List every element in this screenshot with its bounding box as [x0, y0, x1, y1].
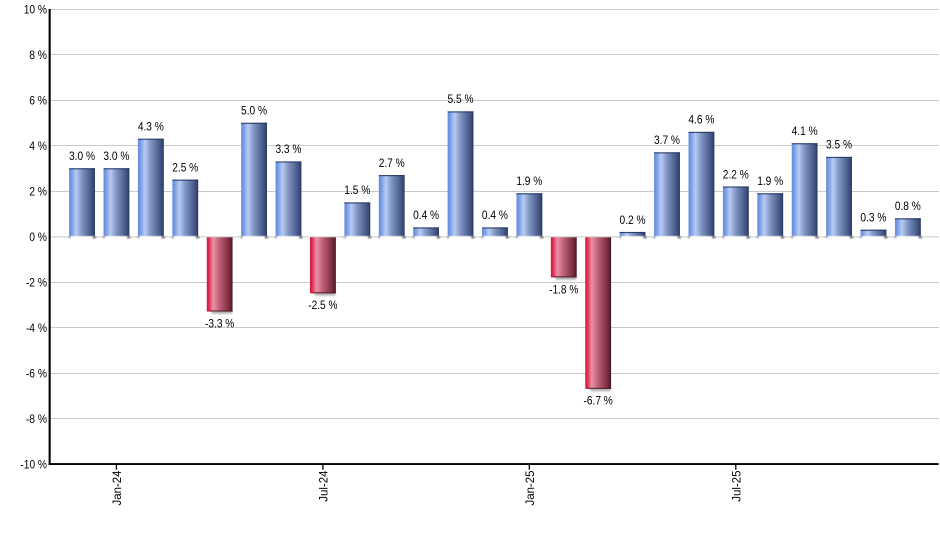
svg-text:-10 %: -10 % — [20, 457, 47, 471]
svg-text:5.0 %: 5.0 % — [241, 104, 267, 118]
svg-text:-2.5 %: -2.5 % — [308, 298, 338, 312]
svg-text:4.3 %: 4.3 % — [138, 119, 164, 133]
svg-text:3.5 %: 3.5 % — [826, 138, 852, 152]
svg-text:-2 %: -2 % — [26, 275, 47, 289]
svg-text:-1.8 %: -1.8 % — [549, 282, 579, 296]
svg-text:-6 %: -6 % — [26, 366, 47, 380]
svg-text:-3.3 %: -3.3 % — [205, 316, 235, 330]
svg-text:0.2 %: 0.2 % — [620, 213, 646, 227]
svg-text:-8 %: -8 % — [26, 412, 47, 426]
svg-text:1.9 %: 1.9 % — [757, 174, 783, 188]
svg-text:Jul-24: Jul-24 — [316, 470, 330, 502]
svg-text:3.7 %: 3.7 % — [654, 133, 680, 147]
svg-text:Jan-25: Jan-25 — [523, 470, 537, 505]
svg-text:0.3 %: 0.3 % — [860, 210, 886, 224]
svg-text:10 %: 10 % — [24, 2, 48, 16]
svg-text:2.7 %: 2.7 % — [379, 156, 405, 170]
svg-text:3.0 %: 3.0 % — [69, 149, 95, 163]
svg-text:Jan-24: Jan-24 — [110, 470, 124, 505]
svg-text:-4 %: -4 % — [26, 321, 47, 335]
svg-text:5.5 %: 5.5 % — [448, 92, 474, 106]
svg-text:0.8 %: 0.8 % — [895, 199, 921, 213]
svg-text:8 %: 8 % — [29, 48, 47, 62]
svg-text:2 %: 2 % — [29, 184, 47, 198]
svg-text:-6.7 %: -6.7 % — [584, 394, 614, 408]
svg-text:1.5 %: 1.5 % — [344, 183, 370, 197]
svg-text:0 %: 0 % — [29, 230, 47, 244]
svg-text:0.4 %: 0.4 % — [482, 208, 508, 222]
svg-text:2.5 %: 2.5 % — [172, 160, 198, 174]
svg-text:4 %: 4 % — [29, 139, 47, 153]
svg-text:4.1 %: 4.1 % — [792, 124, 818, 138]
svg-text:1.9 %: 1.9 % — [516, 174, 542, 188]
svg-text:3.0 %: 3.0 % — [103, 149, 129, 163]
svg-text:Jul-25: Jul-25 — [729, 470, 743, 502]
svg-text:6 %: 6 % — [29, 93, 47, 107]
svg-text:3.3 %: 3.3 % — [275, 142, 301, 156]
svg-text:4.6 %: 4.6 % — [688, 113, 714, 127]
svg-text:2.2 %: 2.2 % — [723, 167, 749, 181]
svg-text:0.4 %: 0.4 % — [413, 208, 439, 222]
